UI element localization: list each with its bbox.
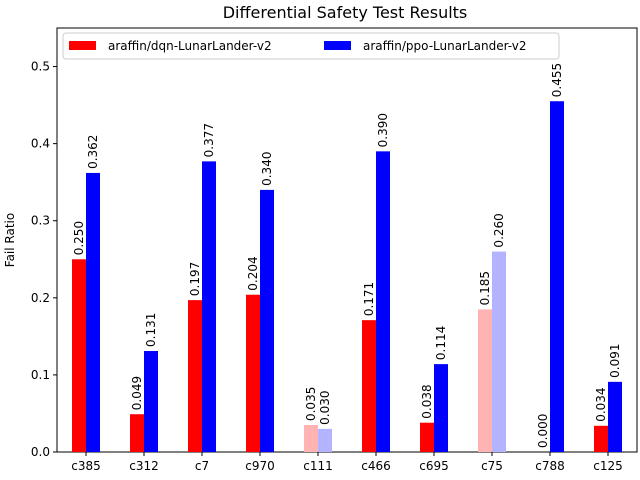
data-label-series1-c75: 0.185 (478, 271, 492, 305)
x-tick-label-c75: c75 (481, 459, 503, 473)
bar-series2-c466 (376, 151, 390, 452)
data-label-series2-c7: 0.377 (202, 123, 216, 157)
x-tick-label-c466: c466 (361, 459, 391, 473)
legend-box (62, 32, 560, 60)
data-label-series2-c466: 0.390 (376, 113, 390, 147)
bar-series2-c75 (492, 251, 506, 452)
data-label-series1-c695: 0.038 (420, 384, 434, 418)
y-tick-label: 0.1 (31, 368, 50, 382)
bar-series1-c111 (304, 425, 318, 452)
data-label-series1-c788: 0.000 (536, 414, 550, 448)
legend-label-series1: araffin/dqn-LunarLander-v2 (108, 39, 272, 53)
bar-series2-c312 (144, 351, 158, 452)
bar-series1-c466 (362, 320, 376, 452)
legend-swatch-series2 (324, 41, 351, 50)
data-label-series2-c312: 0.131 (144, 313, 158, 347)
bar-series2-c695 (434, 364, 448, 452)
data-label-series1-c970: 0.204 (246, 256, 260, 290)
legend-swatch-series1 (69, 41, 96, 50)
bar-series1-c970 (246, 294, 260, 452)
bar-series1-c312 (130, 414, 144, 452)
data-label-series1-c125: 0.034 (594, 387, 608, 421)
data-label-series2-c385: 0.362 (86, 135, 100, 169)
x-tick-label-c970: c970 (245, 459, 275, 473)
x-tick-label-c312: c312 (129, 459, 159, 473)
legend: araffin/dqn-LunarLander-v2 araffin/ppo-Lu… (62, 32, 560, 60)
data-label-series2-c125: 0.091 (608, 343, 622, 377)
bar-series1-c75 (478, 309, 492, 452)
data-label-series1-c111: 0.035 (304, 387, 318, 421)
bar-series2-c385 (86, 172, 100, 452)
chart-title: Differential Safety Test Results (223, 3, 468, 22)
data-label-series2-c111: 0.030 (318, 391, 332, 425)
bar-series2-c970 (260, 189, 274, 452)
x-tick-label-c7: c7 (195, 459, 209, 473)
bar-series1-c695 (420, 422, 434, 452)
y-axis-label: Fail Ratio (3, 213, 17, 267)
y-tick-label: 0.2 (31, 291, 50, 305)
data-label-series1-c312: 0.049 (130, 376, 144, 410)
bar-series2-c125 (608, 381, 622, 452)
data-label-series2-c75: 0.260 (492, 213, 506, 247)
x-tick-label-c788: c788 (535, 459, 565, 473)
bar-series2-c7 (202, 161, 216, 452)
x-tick-label-c695: c695 (419, 459, 449, 473)
y-tick-label: 0.5 (31, 60, 50, 74)
bar-series1-c385 (72, 259, 86, 452)
x-tick-label-c111: c111 (303, 459, 333, 473)
data-label-series1-c7: 0.197 (188, 262, 202, 296)
data-label-series2-c788: 0.455 (550, 63, 564, 97)
data-label-series2-c970: 0.340 (260, 152, 274, 186)
legend-label-series2: araffin/ppo-LunarLander-v2 (363, 39, 527, 53)
x-tick-label-c385: c385 (71, 459, 101, 473)
plot-frame (56, 27, 638, 453)
y-tick-label: 0.0 (31, 445, 50, 459)
data-label-series1-c466: 0.171 (362, 282, 376, 316)
y-tick-label: 0.4 (31, 137, 50, 151)
plot-area: 0.0 0.1 0.2 0.3 0.4 0.5 c385 0.250 0.362 c312 0.04… (31, 27, 638, 473)
data-label-series1-c385: 0.250 (72, 221, 86, 255)
x-tick-label-c125: c125 (593, 459, 623, 473)
bar-series1-c7 (188, 300, 202, 452)
y-tick-label: 0.3 (31, 214, 50, 228)
bar-series1-c125 (594, 425, 608, 452)
bar-series2-c788 (550, 101, 564, 453)
data-label-series2-c695: 0.114 (434, 326, 448, 360)
bar-series2-c111 (318, 428, 332, 452)
